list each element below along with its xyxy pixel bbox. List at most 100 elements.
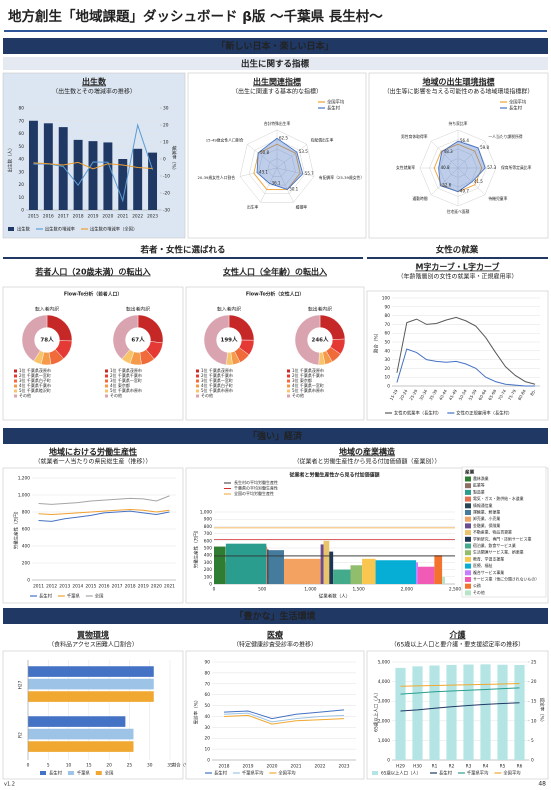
y-tick-label: 60 <box>19 131 25 137</box>
legend-swatch <box>465 550 471 556</box>
bar <box>480 664 491 760</box>
y-tick-label: 30 <box>19 169 25 175</box>
y-tick-label: 200 <box>22 561 30 567</box>
x-tick-label: 2021 <box>291 764 302 770</box>
axis-label: 15-49歳女性人口割合 <box>206 138 244 143</box>
data-label: 59.8 <box>480 145 489 150</box>
band-title: 若者・女性に選ばれる <box>139 245 225 256</box>
legend-label: 農林漁業 <box>473 476 489 481</box>
x-tick-label: 2022 <box>315 764 326 770</box>
y-tick-label: 500 <box>204 546 212 552</box>
legend-label: 4位 千葉県一宮町 <box>292 382 324 388</box>
line <box>400 683 520 687</box>
y-tick-label: 5,000 <box>378 660 391 666</box>
axis-title: 65歳以上人口（人） <box>373 690 380 732</box>
x-tick-label: 2013 <box>59 584 70 590</box>
spoke <box>457 167 486 196</box>
chart-title: 地域の出生環境指標 <box>423 77 495 87</box>
data-label: 50.8 <box>260 150 269 155</box>
legend-label: 運輸業、郵便業 <box>473 510 500 515</box>
chart-title: 女性人口（全年齢）の転出入 <box>223 267 327 277</box>
legend-label: 全国平均 <box>327 99 344 106</box>
legend-label: その他 <box>473 590 485 595</box>
bar <box>73 139 83 210</box>
spoke <box>239 167 278 177</box>
legend-swatch <box>465 556 471 562</box>
spoke <box>276 167 315 177</box>
y-tick-label: 4,000 <box>378 679 391 685</box>
grid-ring <box>267 158 287 177</box>
legend-label: 生活関連サービス業、娯楽業 <box>473 550 524 555</box>
y-tick-label: 10 <box>205 747 211 753</box>
bar <box>268 550 284 584</box>
legend-label: 千葉県の平均労働生産性 <box>234 485 278 491</box>
y-tick-label: 600 <box>22 527 30 533</box>
x-tick-label: 2014 <box>72 584 83 590</box>
x-tick-label: 25-29 <box>408 388 418 401</box>
legend-swatch <box>14 369 17 373</box>
x-tick-label: 2018 <box>73 214 84 220</box>
legend-swatch <box>465 577 471 582</box>
legend-label: 医療、福祉 <box>473 563 493 568</box>
grid-ring <box>239 129 315 203</box>
axis-label: 待機児童率 <box>488 196 507 201</box>
section-title: 「豊かな」生活環境 <box>234 610 315 622</box>
inner-title: 従業者と労働生産性から見る付加価値額 <box>288 472 379 479</box>
page-number: 48 <box>538 781 546 788</box>
legend-label: その他 <box>110 392 122 398</box>
chart-title: 出生数 <box>82 77 107 87</box>
axis-label: 男性育休取得率 <box>401 134 428 139</box>
y2-tick-label: 15 <box>531 699 537 705</box>
y2-tick-label: 0 <box>531 758 534 764</box>
chart-subtitle: （出生等に影響を与える可能性のある地域環境指標群） <box>384 88 534 96</box>
x-tick-label: R2 <box>449 764 455 770</box>
y-tick-label: 10 <box>385 375 391 381</box>
data-label: 36.1 <box>272 180 281 185</box>
legend-label: 不動産業、物品賃貸業 <box>473 530 512 535</box>
legend-label: 1位 千葉県茂原市 <box>110 367 142 373</box>
legend-label: 1位 千葉県茂原市 <box>292 367 324 373</box>
legend-label: 長生村 <box>327 105 341 112</box>
legend-swatch <box>105 389 108 393</box>
x-tick-label: 2023 <box>147 214 158 220</box>
spoke <box>457 140 486 169</box>
legend-swatch <box>372 771 378 775</box>
y2-tick-label: 10 <box>163 140 169 146</box>
legend-label: 2位 千葉県千葉市 <box>201 372 233 378</box>
page-title: 地方創生「地域課題」ダッシュボード β版 ～千葉県 長生村～ <box>8 8 383 25</box>
x-tick-label: 0 <box>27 763 30 769</box>
radar-area <box>438 140 486 193</box>
legend-swatch <box>105 394 108 398</box>
legend-label: 全国 <box>95 593 104 600</box>
legend-label: 長生村の平均労働生産性 <box>234 479 278 485</box>
y-tick-label: 20 <box>205 736 211 742</box>
axis-title: 労働生産性（万円） <box>13 509 20 550</box>
y-tick-label: 0 <box>209 582 212 588</box>
axis-label: 住宅延べ面積 <box>447 209 470 214</box>
x-tick-label: H30 <box>413 764 422 770</box>
legend-label: 千葉県平均 <box>242 770 263 777</box>
y-tick-label: H27 <box>18 680 24 689</box>
axis-title: 労働生産性（万円） <box>193 528 200 569</box>
legend-swatch <box>105 369 108 373</box>
donut-segment <box>21 314 48 362</box>
legend-title: 産業 <box>465 469 475 476</box>
x-tick-label: 2011 <box>33 584 44 590</box>
legend-swatch <box>287 369 290 373</box>
x-tick-label: 2017 <box>58 214 69 220</box>
panel <box>185 650 365 780</box>
chart-title: 介護 <box>449 630 467 640</box>
legend-box <box>461 466 547 598</box>
chart-subtitle: （食料品アクセス困難人口割合） <box>48 641 138 649</box>
section-bar <box>3 428 548 444</box>
y-tick-label: 800 <box>22 510 30 516</box>
legend-swatch <box>465 590 471 596</box>
y-tick-label: 10 <box>19 195 25 201</box>
y-tick-label: 1,000 <box>18 493 31 499</box>
chart-title: 若者人口（20歳未満）の転出入 <box>34 267 150 277</box>
radar-area <box>256 137 304 190</box>
section-bar <box>3 608 548 624</box>
legend-swatch <box>196 374 199 378</box>
legend-label: 65歳以上人口（人） <box>381 770 421 777</box>
bar <box>28 716 126 727</box>
